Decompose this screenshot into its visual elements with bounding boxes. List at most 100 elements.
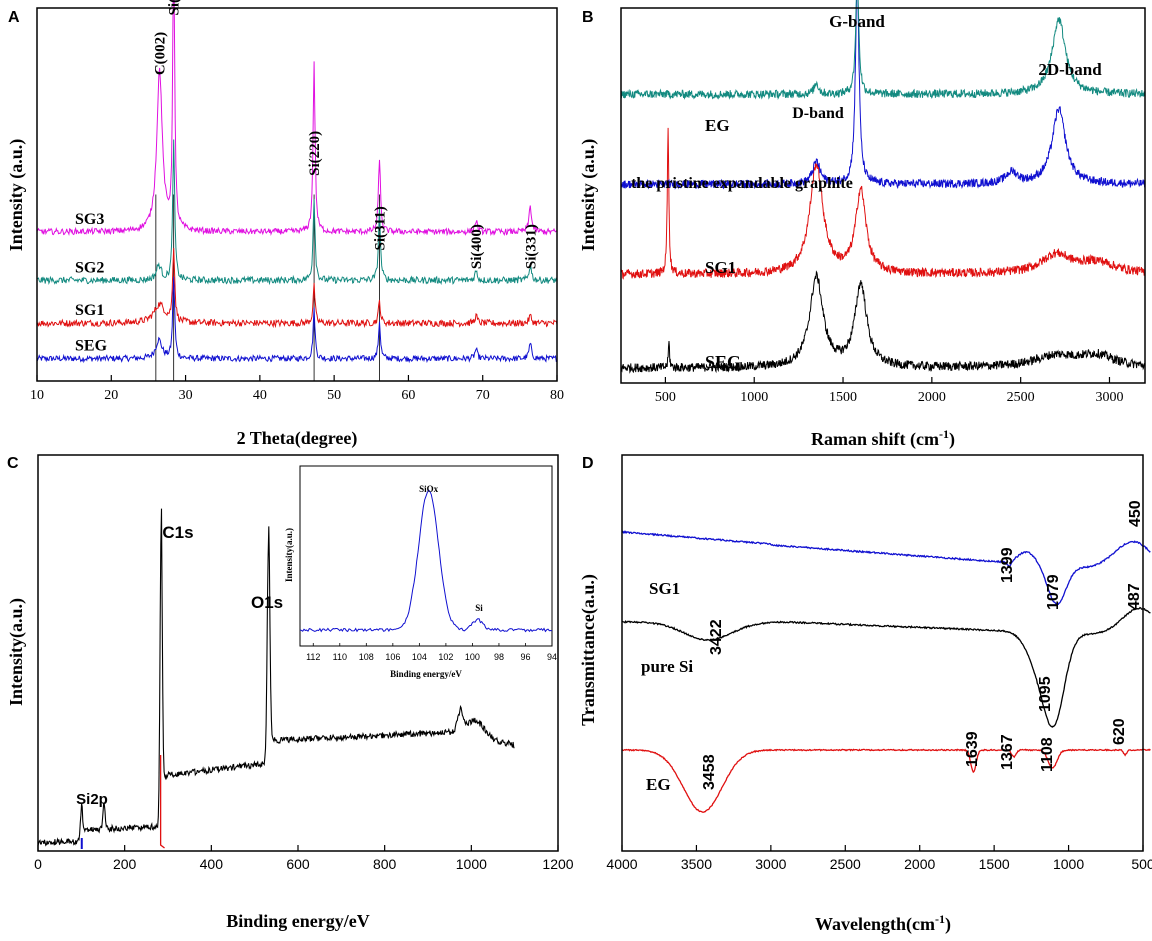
panel-letter: C [7,455,19,472]
x-tick-label: 4000 [606,856,637,872]
x-tick-label: 1500 [979,856,1010,872]
x-axis-label-close: ) [949,429,955,450]
inset-label: Si [475,603,483,613]
inset-x-tick-label: 104 [412,652,427,662]
y-axis-label: Intensity (a.u.) [6,139,27,252]
x-tick-label: 1500 [829,390,857,405]
x-tick-label: 30 [179,388,193,403]
x-axis-label: Wavelength(cm-1) [815,912,951,935]
inset-x-axis-label: Binding energy/eV [390,669,462,679]
series-label: SEG [75,338,108,355]
x-tick-label: 3000 [1095,390,1123,405]
series-label: SG1 [75,302,104,319]
series-label: pure Si [641,657,693,676]
inset-x-tick-label: 108 [359,652,374,662]
x-axis-label-sup: -1 [939,427,949,441]
x-tick-label: 3500 [681,856,712,872]
x-tick-label: 10 [30,388,44,403]
peak-label: C(002) [153,32,169,75]
x-tick-label: 3000 [755,856,786,872]
peak-label: 2D-band [1038,60,1102,79]
series-line-seg [36,276,557,364]
peak-label: 620 [1111,718,1128,745]
x-tick-label: 500 [1131,856,1152,872]
series-label: EG [646,775,671,794]
panel-a: ASEGSG1SG2SG3C(002)Si(111)Si(220)Si(311)… [6,0,564,449]
peak-label: G-band [829,12,885,31]
series-label: SG1 [649,579,680,598]
series-label: SG2 [75,259,104,276]
series-line [620,127,1146,280]
x-tick-label: 2500 [1007,390,1035,405]
peak-label: Si(331) [523,224,539,269]
inset-x-tick-label: 100 [465,652,480,662]
series-label: SG1 [705,258,736,277]
x-tick-label: 50 [327,388,341,403]
plot-frame [620,7,1146,384]
panel-letter: A [8,9,20,26]
x-tick-label: 1000 [456,856,487,872]
series-line [620,0,1146,190]
x-tick-label: 40 [253,388,267,403]
peak-label: 1079 [1045,574,1062,610]
panel-letter: B [582,9,594,26]
x-tick-label: 2000 [918,390,946,405]
peak-label: 450 [1127,500,1144,527]
peak-label: D-band [792,105,844,122]
x-tick-label: 800 [373,856,397,872]
inset-x-tick-label: 94 [547,652,557,662]
peak-label: 1108 [1039,737,1056,772]
inset-x-tick-label: 110 [333,652,347,662]
series-line [620,0,1146,100]
peak-label: 3422 [708,619,725,655]
inset-x-tick-label: 106 [385,652,400,662]
series-line-pure-si [621,606,1151,729]
series-line [620,270,1146,374]
x-tick-label: 600 [286,856,310,872]
series-label: SEG [705,352,741,372]
series-label: the pristine expandable graphite [631,175,853,192]
peak-label: Si(220) [307,131,323,176]
inset-y-axis-label: Intensity(a.u.) [284,528,294,582]
peak-label: 1095 [1037,676,1054,712]
peak-label: Si2p [76,791,108,808]
x-axis-label-close: ) [945,914,951,935]
panel-c: C Si2p C1s O1s 0 200 400 600 800 1000 1200 Binding … [6,454,574,931]
y-axis-label: Transmittance(a.u.) [578,574,599,726]
inset-x-tick-label: 98 [494,652,504,662]
xps-survey-line [37,508,515,847]
inset-line [299,489,553,633]
peak-label: 1367 [999,734,1016,770]
peak-label: 3458 [701,754,718,790]
x-tick-label: 400 [200,856,224,872]
series-line-sg2 [36,139,558,286]
x-tick-label: 200 [113,856,137,872]
x-tick-label: 80 [550,388,564,403]
x-tick-label: 20 [104,388,118,403]
series-line-sg3 [36,0,558,237]
x-axis-label-sup: -1 [935,912,945,926]
peak-label: 487 [1126,583,1143,610]
x-tick-label: 1000 [740,390,768,405]
series-line-eg [621,748,1151,814]
peak-label: Si(400) [469,224,485,269]
panel-letter: D [582,455,594,472]
peak-label: O1s [251,593,283,612]
panel-d: D SG1 pure Si EG 1399 1079 450 3422 1095 487 3458 1… [578,454,1152,935]
inset-label: SiOx [419,484,439,494]
c1s-marker [159,755,165,849]
series-line-sg1 [621,530,1151,606]
peak-label: 1639 [964,731,981,767]
x-axis-label: 2 Theta(degree) [237,428,358,449]
plot-frame [36,7,558,382]
x-tick-label: 2000 [904,856,935,872]
peak-label: C1s [162,523,193,542]
x-tick-label: 500 [655,390,676,405]
y-axis-label: Intensity(a.u.) [6,598,27,706]
x-tick-label: 2500 [830,856,861,872]
x-axis-label: Raman shift (cm-1) [811,427,955,450]
x-axis-label: Binding energy/eV [226,911,370,931]
x-tick-label: 60 [401,388,415,403]
x-tick-label: 70 [476,388,490,403]
